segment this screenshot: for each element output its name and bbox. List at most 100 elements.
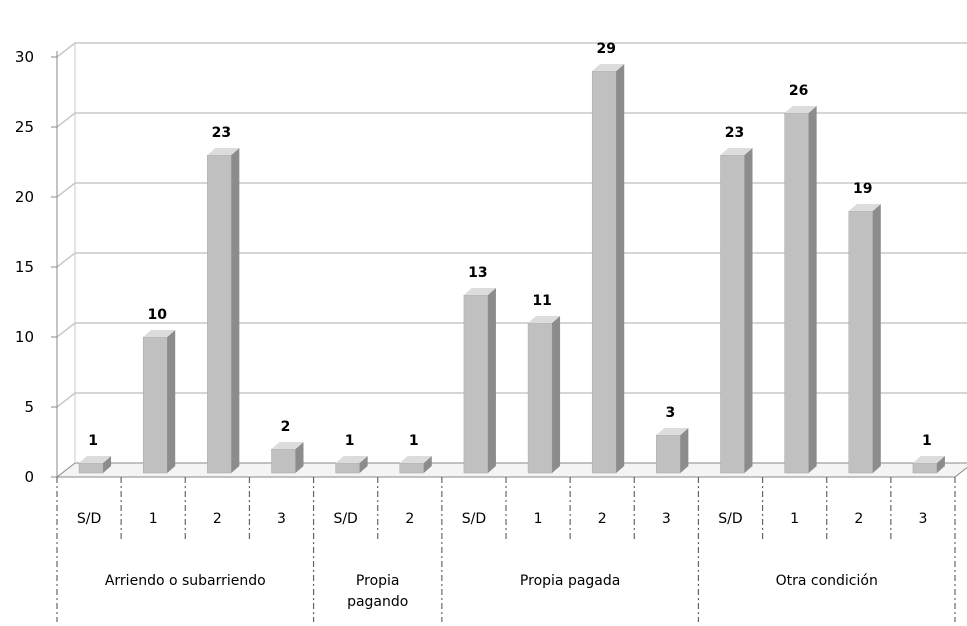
x-tick-label: S/D — [77, 511, 101, 527]
bar-side — [936, 456, 945, 473]
x-tick-label: 2 — [854, 511, 863, 527]
y-tick-label: 15 — [15, 258, 34, 276]
bar — [463, 288, 496, 474]
y-tick-label: 25 — [15, 118, 34, 136]
bar-top — [399, 456, 432, 463]
x-tick-label: S/D — [718, 511, 742, 527]
gridline — [56, 42, 967, 58]
bar — [207, 148, 240, 474]
gridline — [56, 182, 967, 198]
bar-side — [616, 64, 625, 473]
bar-top — [848, 204, 881, 211]
bar-top — [528, 316, 561, 323]
gridline — [56, 112, 967, 128]
x-tick-label: 2 — [213, 511, 222, 527]
y-tick-label: 10 — [15, 328, 34, 346]
bar-front — [591, 70, 617, 474]
bar-top — [784, 106, 817, 113]
bar-top — [656, 428, 689, 435]
bar-front — [335, 462, 360, 474]
bar-front — [527, 322, 553, 474]
bar-front — [656, 434, 681, 474]
x-tick-label: S/D — [462, 511, 486, 527]
y-tick-label: 0 — [24, 468, 34, 486]
bar — [142, 330, 176, 474]
bar-top — [207, 148, 240, 155]
bar — [848, 204, 881, 474]
bar-front — [399, 462, 425, 474]
bar-side — [808, 106, 817, 473]
group-label: Propia pagada — [520, 573, 620, 589]
bar-front — [720, 154, 745, 474]
bar-front — [912, 462, 938, 474]
group-label: Otra condición — [776, 573, 878, 589]
bar-side — [552, 316, 561, 473]
gridline — [56, 392, 967, 408]
y-axis: 0 5 10 15 20 25 30 — [15, 48, 58, 486]
group-label: pagando — [347, 594, 408, 610]
bar-side — [744, 148, 753, 473]
data-label: 10 — [147, 307, 167, 323]
bar-top — [143, 330, 176, 337]
group-label: Arriendo o subarriendo — [105, 573, 266, 589]
gridline — [56, 252, 967, 268]
x-tick-label: 2 — [598, 511, 607, 527]
bar — [720, 148, 753, 474]
bar — [591, 64, 625, 474]
data-label: 19 — [853, 181, 872, 197]
x-tick-label: 2 — [405, 511, 414, 527]
bar-front — [784, 112, 809, 474]
bar-front — [78, 462, 104, 474]
x-tick-label: 1 — [149, 511, 158, 527]
data-label: 23 — [725, 125, 744, 141]
bar — [912, 456, 945, 474]
x-tick-label: 3 — [918, 511, 927, 527]
data-label: 13 — [468, 265, 487, 281]
bar-top — [335, 456, 368, 463]
x-tick-label: 3 — [277, 511, 286, 527]
bar-side — [103, 456, 112, 473]
bar-top — [271, 442, 304, 449]
bar — [335, 456, 368, 474]
bar-top — [912, 456, 945, 463]
data-label: 11 — [532, 293, 551, 309]
bar-top — [79, 456, 112, 463]
group-label: Propia — [356, 573, 400, 589]
bar — [527, 316, 561, 474]
x-tick-label: 1 — [790, 511, 799, 527]
data-label: 1 — [409, 433, 419, 449]
x-tick-label: 3 — [662, 511, 671, 527]
bar — [784, 106, 817, 474]
bar-front — [848, 210, 874, 474]
data-label: 26 — [789, 83, 808, 99]
x-axis: S/D 1 2 3 S/D 2 S/D 1 2 3 S/D 1 2 3 Arriendo o subarri… — [56, 476, 956, 622]
x-tick-label: S/D — [333, 511, 357, 527]
y-tick-label: 30 — [15, 48, 34, 66]
data-label: 23 — [212, 125, 231, 141]
data-label: 1 — [88, 433, 98, 449]
y-tick-label: 5 — [24, 398, 34, 416]
bar-side — [872, 204, 881, 473]
chart-floor — [55, 462, 967, 478]
x-tick-label: 1 — [534, 511, 543, 527]
bar — [656, 428, 689, 474]
y-tick-label: 20 — [15, 188, 34, 206]
bar-top — [720, 148, 753, 155]
gridline — [56, 322, 967, 338]
bar-top — [592, 64, 625, 71]
data-label: 1 — [345, 433, 355, 449]
bar-side — [359, 456, 368, 473]
bar-side — [680, 428, 689, 473]
bar-side — [487, 288, 496, 473]
grid-lines — [55, 42, 967, 478]
bar — [399, 456, 432, 474]
bar — [78, 456, 112, 474]
data-label: 2 — [281, 419, 291, 435]
bar-side — [423, 456, 432, 473]
bar-front — [463, 294, 489, 474]
bar-front — [207, 154, 232, 474]
bar-front — [271, 448, 296, 474]
bar-top — [463, 288, 496, 295]
